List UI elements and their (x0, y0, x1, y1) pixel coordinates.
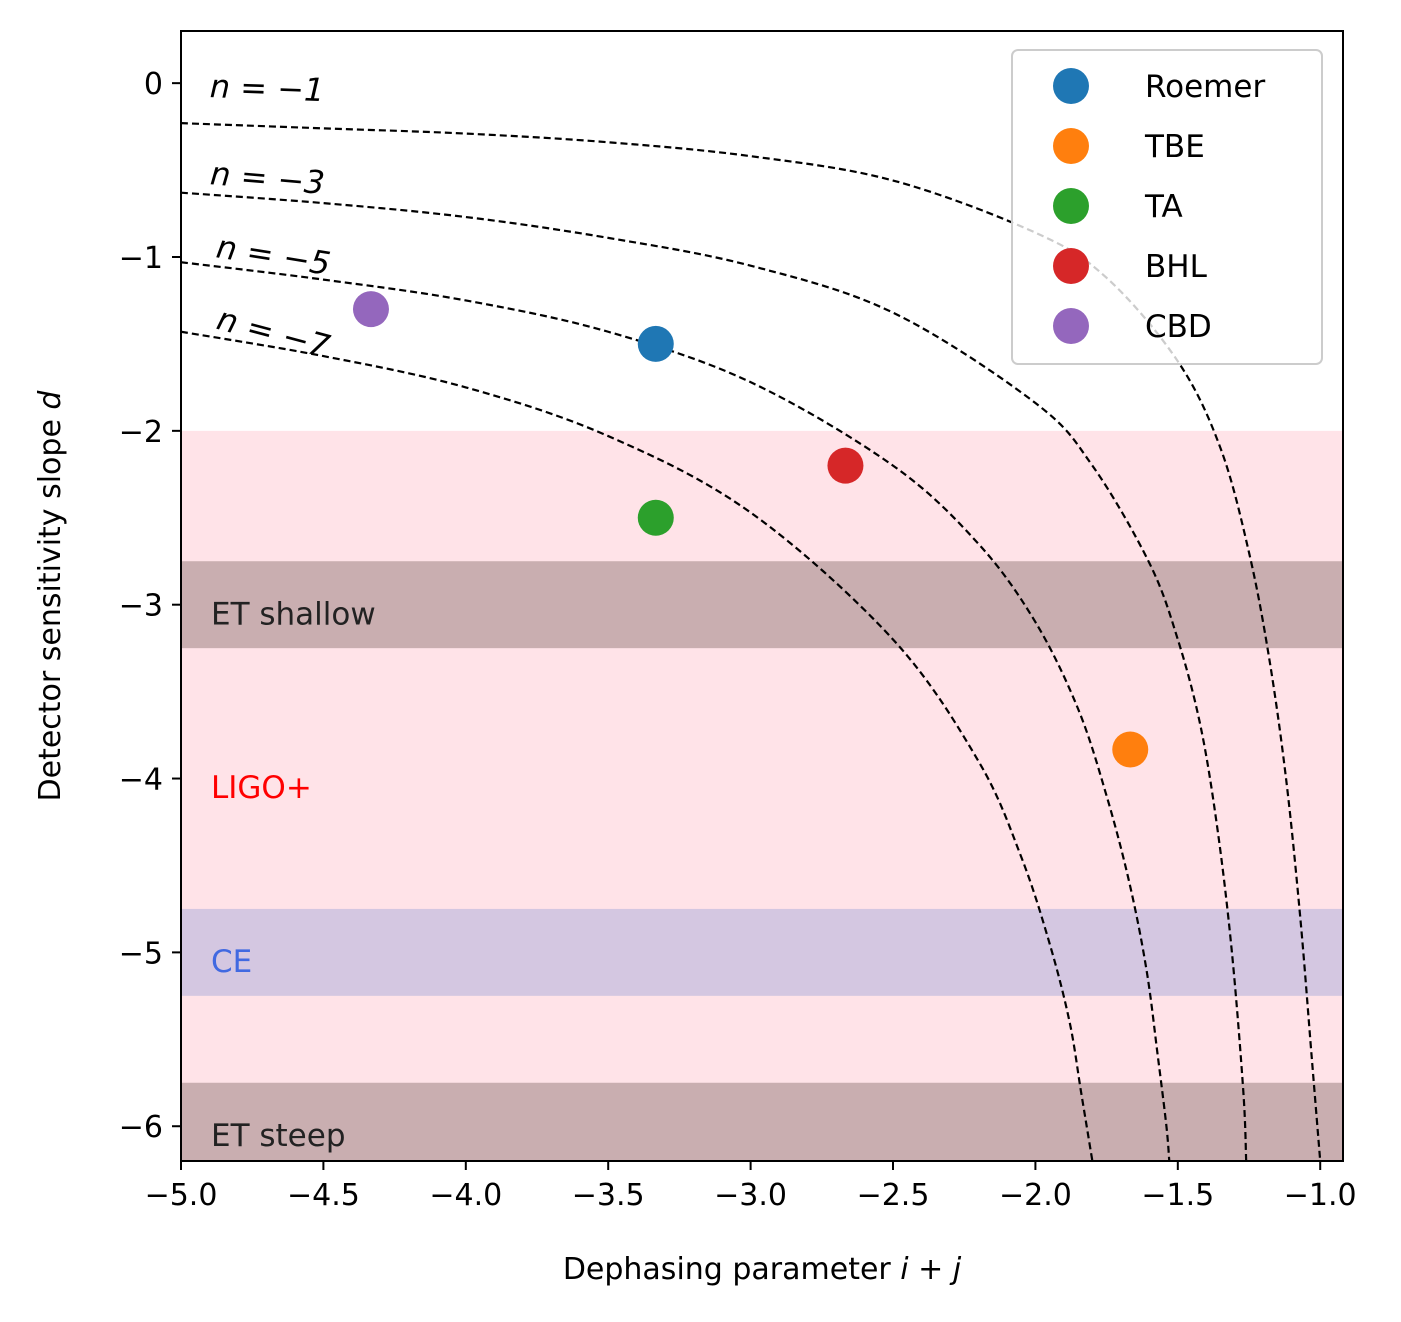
y-tick-label: −5 (119, 936, 163, 971)
legend-marker-ta (1053, 188, 1089, 224)
point-cbd (352, 291, 389, 328)
y-tick-label: −3 (119, 589, 163, 624)
x-tick-label: −2.0 (999, 1178, 1072, 1213)
point-roemer (637, 325, 674, 362)
curve-label-n1: n = −1 (209, 67, 325, 109)
x-tick-label: −1.5 (1141, 1178, 1214, 1213)
point-ta (637, 499, 674, 536)
band-ligo (181, 430, 1343, 1161)
legend-marker-tbe (1053, 128, 1089, 164)
x-tick-label: −3.5 (572, 1178, 645, 1213)
band-label-ce: CE (211, 944, 252, 980)
curve-labels: n = −1n = −3n = −5n = −7 (209, 67, 334, 366)
x-tick-label: −4.0 (429, 1178, 502, 1213)
legend: Roemer TBE TA BHL CBD (1011, 49, 1323, 365)
y-tick-label: −1 (119, 241, 163, 276)
x-tick-label: −4.5 (287, 1178, 360, 1213)
plot-frame (180, 30, 1344, 1162)
x-axis-label: Dephasing parameter i + j (563, 1252, 962, 1287)
band-et-steep (181, 1082, 1343, 1161)
band-ce (181, 908, 1343, 996)
y-tick-label: −2 (119, 415, 163, 450)
x-tick-label: −1.0 (1284, 1178, 1357, 1213)
curve-label-n5: n = −5 (214, 227, 333, 282)
curve-n3 (181, 191, 1248, 1161)
legend-marker-roemer (1053, 68, 1089, 104)
band-label-et-shallow: ET shallow (211, 596, 376, 632)
x-tick-label: −5.0 (145, 1178, 218, 1213)
band-et-shallow (181, 561, 1343, 649)
detector-bands: LIGO+ ET shallow CE ET steep (181, 430, 1343, 1161)
legend-marker-cbd (1053, 308, 1089, 344)
legend-marker-bhl (1053, 248, 1089, 284)
band-label-et-steep: ET steep (211, 1118, 346, 1154)
legend-label-bhl: BHL (1145, 249, 1208, 285)
y-tick-label: −6 (119, 1110, 163, 1145)
y-axis-ticks: 0 −1 −2 −3 −4 −5 −6 (119, 67, 181, 1145)
x-tick-label: −2.5 (857, 1178, 930, 1213)
data-points (352, 291, 1149, 768)
y-tick-label: −4 (119, 763, 163, 798)
curve-n7 (181, 330, 1094, 1161)
legend-label-ta: TA (1144, 189, 1183, 225)
legend-label-cbd: CBD (1145, 309, 1212, 345)
x-tick-label: −3.0 (714, 1178, 787, 1213)
point-bhl (827, 447, 864, 484)
point-tbe (1112, 731, 1149, 768)
curve-label-n7: n = −7 (213, 299, 334, 366)
legend-label-roemer: Roemer (1145, 69, 1265, 105)
legend-label-tbe: TBE (1144, 129, 1205, 165)
legend-box (1011, 49, 1323, 365)
y-tick-label: 0 (144, 67, 163, 102)
band-label-ligo: LIGO+ (211, 770, 312, 806)
x-axis-ticks: −5.0 −4.5 −4.0 −3.5 −3.0 −2.5 −2.0 −1.5 −1.0 (145, 1161, 1357, 1213)
y-axis-label: Detector sensitivity slope d (33, 390, 68, 802)
curve-n5 (181, 261, 1171, 1161)
